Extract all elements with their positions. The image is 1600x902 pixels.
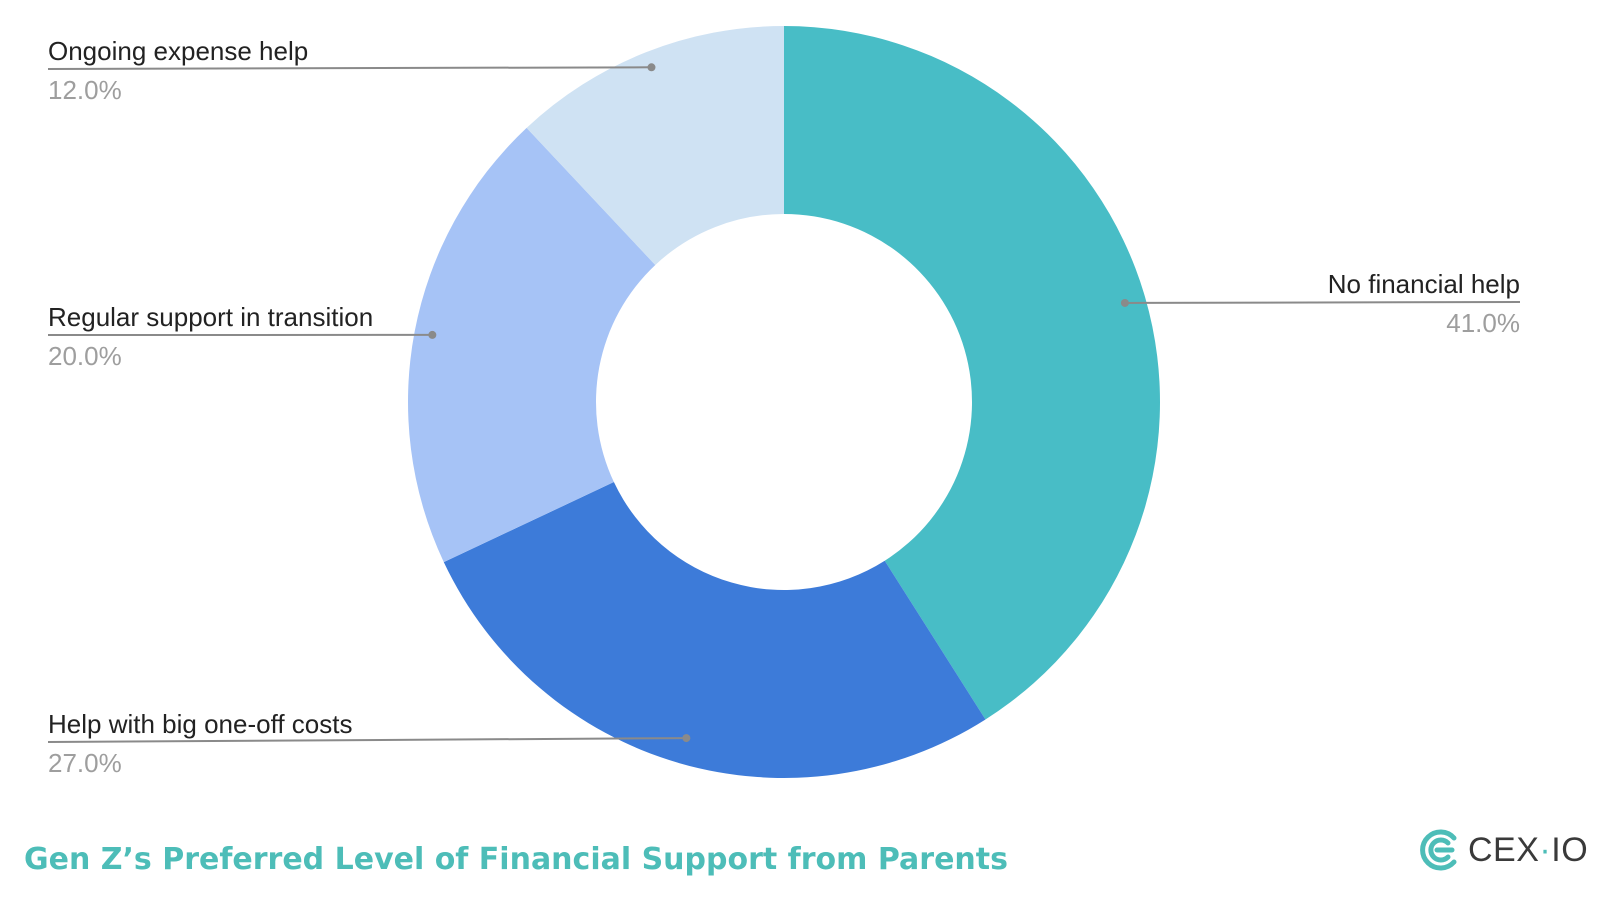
leader-dot (1120, 298, 1129, 307)
slice-label: Ongoing expense help (48, 36, 308, 66)
cex-logo-icon (1420, 829, 1457, 871)
leader-dot (682, 734, 691, 743)
slice-label: Regular support in transition (48, 302, 373, 332)
slice-no-financial-help (784, 26, 1160, 720)
leader-line (47, 66, 652, 70)
leader-dot (428, 330, 437, 339)
slice-labels: No financial help 41.0% Help with big one-… (47, 36, 1521, 778)
slice-help-with-big-one-off-costs (443, 482, 986, 778)
slice-value-label: 20.0% (48, 341, 122, 371)
slice-value-label: 27.0% (48, 748, 122, 778)
slice-regular-support-in-transition (407, 127, 656, 563)
slice-value-label: 41.0% (1446, 308, 1520, 338)
leader-line (1124, 301, 1521, 304)
leader-line (47, 737, 687, 743)
slice-ongoing-expense-help (526, 25, 784, 265)
brand-name: CEX·IO (1468, 830, 1589, 869)
brand-logo: CEX·IO (1418, 826, 1588, 874)
donut-slices (407, 25, 1160, 778)
chart-title: Gen Z’s Preferred Level of Financial Sup… (24, 842, 1008, 877)
slice-label: Help with big one-off costs (48, 709, 352, 739)
leader-dot (647, 63, 656, 72)
slice-label: No financial help (1328, 269, 1520, 299)
slice-value-label: 12.0% (48, 75, 122, 105)
